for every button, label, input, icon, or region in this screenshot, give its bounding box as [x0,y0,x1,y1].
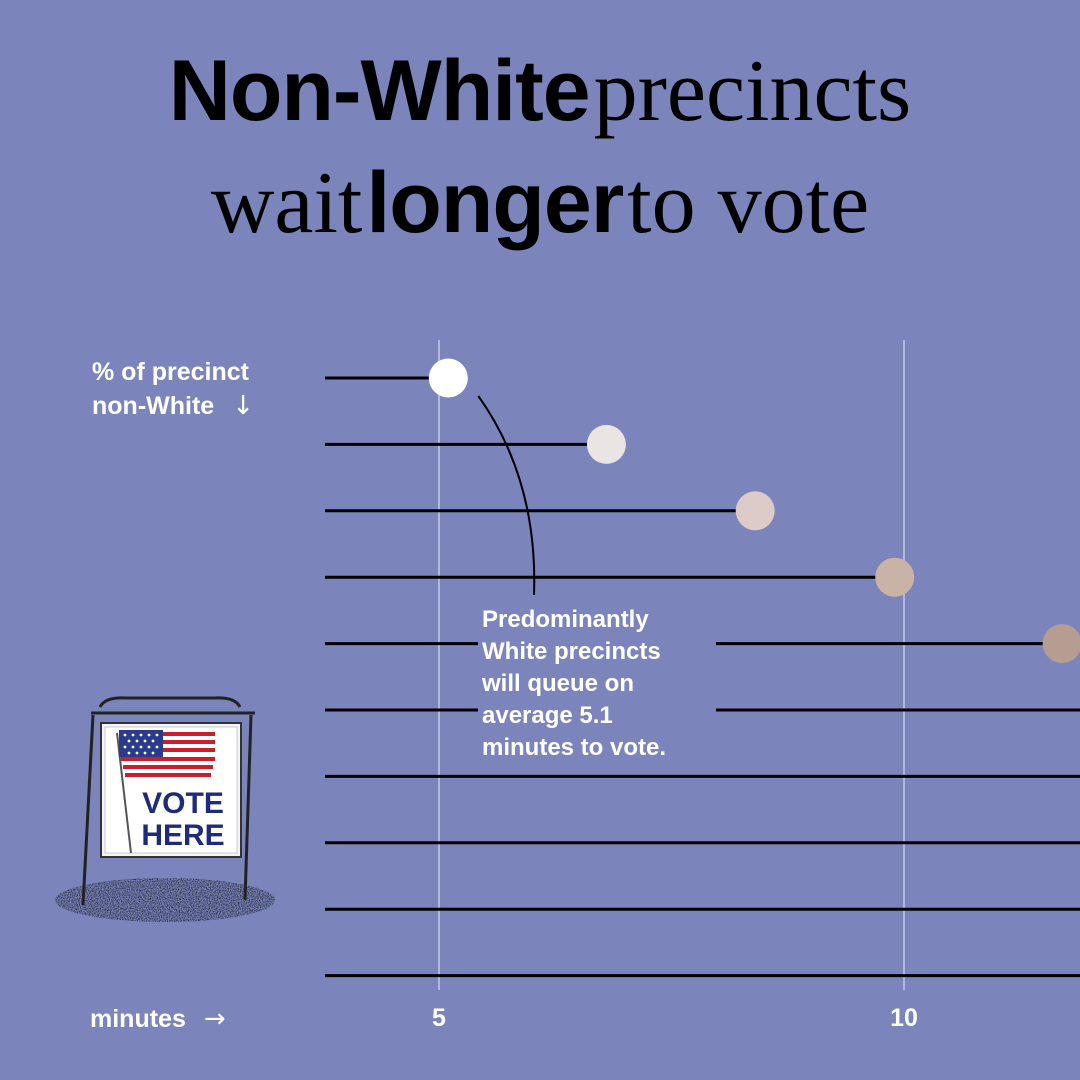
title-bold-2: longer [366,155,624,251]
y-axis-label-line1: % of precinct [92,358,249,386]
data-point [735,491,775,531]
annotation: Predominantly White precincts will queue… [478,604,716,764]
flag-icon [119,730,215,777]
x-axis-label-text: minutes [90,1005,186,1033]
title-bold-1: Non-White [168,43,591,139]
sign-text-line2: HERE [141,819,224,852]
x-axis-label: minutes → [90,1002,226,1036]
title-regular-1: precincts [593,43,912,140]
annotation-line: will queue on [482,670,635,697]
title-regular-2b: to vote [627,155,870,252]
vote-here-sign-icon: VOTE HERE [55,696,275,922]
annotation-connector [477,395,536,596]
down-arrow-icon: ↓ [232,391,254,421]
title-line-2: wait longer to vote [0,160,1080,248]
annotation-line: minutes to vote. [482,734,667,761]
x-tick-label-5: 5 [432,1004,446,1032]
annotation-line: average 5.1 [482,702,613,729]
annotation-line: Predominantly [482,606,649,633]
data-point [875,557,915,597]
y-axis-label: % of precinct non-White ↓ [92,355,254,423]
title-regular-2a: wait [210,155,363,252]
y-axis-label-line2: non-White [92,392,215,420]
data-point [428,358,468,398]
data-point [1042,624,1080,664]
annotation-line: White precincts [482,638,661,665]
right-arrow-icon: → [203,1004,226,1034]
x-tick-label-10: 10 [890,1004,918,1032]
title-line-1: Non-White precincts [0,48,1080,136]
data-point [586,424,626,464]
sign-text-line1: VOTE [142,787,224,820]
